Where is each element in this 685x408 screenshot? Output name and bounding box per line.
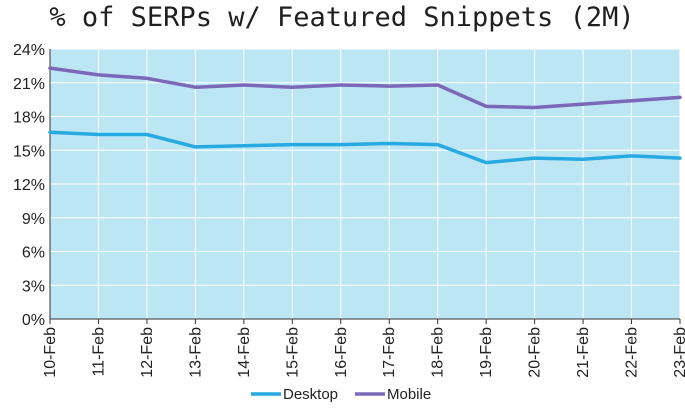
x-tick-label: 21-Feb: [575, 327, 592, 378]
y-tick-label: 9%: [22, 211, 45, 228]
axes: 0% 3% 6% 9% 12% 15% 18% 21% 24% 10-Feb 11-Feb 12-Fe…: [13, 42, 685, 378]
x-tick-label: 19-Feb: [478, 327, 495, 378]
x-tick-label: 16-Feb: [333, 327, 350, 378]
legend: Desktop Mobile: [251, 386, 431, 403]
chart-title: % of SERPs w/ Featured Snippets (2M): [49, 2, 634, 33]
x-tick-label: 10-Feb: [42, 327, 59, 378]
x-tick-label: 23-Feb: [672, 327, 685, 378]
legend-label-mobile: Mobile: [387, 386, 431, 403]
y-tick-label: 12%: [13, 177, 45, 194]
x-tick-label: 22-Feb: [624, 327, 641, 378]
x-tick-label: 18-Feb: [430, 327, 447, 378]
y-tick-label: 18%: [13, 110, 45, 127]
y-tick-label: 21%: [13, 76, 45, 93]
y-tick-label: 0%: [22, 312, 45, 329]
x-tick-label: 20-Feb: [527, 327, 544, 378]
y-tick-label: 15%: [13, 143, 45, 160]
x-tick-label: 15-Feb: [284, 327, 301, 378]
x-tick-label: 12-Feb: [139, 327, 156, 378]
y-tick-label: 3%: [22, 278, 45, 295]
x-tick-label: 17-Feb: [381, 327, 398, 378]
series-line-desktop: [48, 130, 682, 165]
x-tick-label: 11-Feb: [90, 327, 107, 377]
y-tick-label: 24%: [13, 42, 45, 59]
legend-label-desktop: Desktop: [283, 386, 338, 403]
y-tick-label: 6%: [22, 245, 45, 262]
series-lines: [48, 66, 682, 165]
series-line-mobile: [48, 66, 682, 110]
x-tick-label: 13-Feb: [187, 327, 204, 378]
x-tick-label: 14-Feb: [236, 327, 253, 378]
